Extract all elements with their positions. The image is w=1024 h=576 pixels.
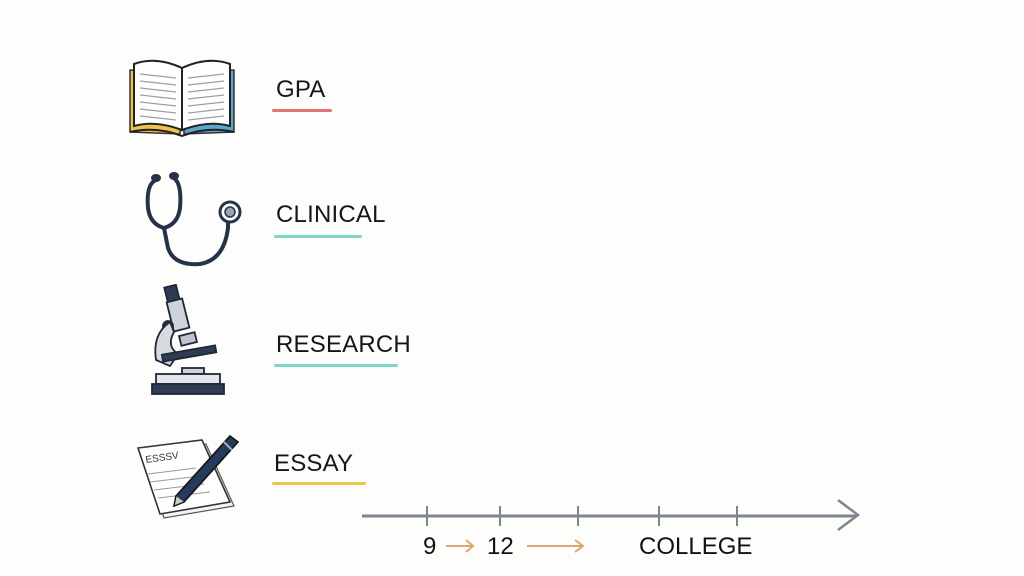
timeline-label-end: COLLEGE bbox=[639, 533, 753, 560]
essay-pen-icon: ESSSV bbox=[134, 430, 242, 520]
research-underline bbox=[274, 364, 398, 367]
stethoscope-icon bbox=[140, 168, 244, 270]
open-book-icon bbox=[124, 54, 240, 138]
microscope-icon bbox=[148, 283, 226, 398]
arrow-right-icon bbox=[446, 539, 475, 553]
timeline-label-start: 9 bbox=[423, 533, 437, 560]
essay-icon-text: ESSSV bbox=[145, 450, 180, 466]
clinical-underline bbox=[274, 235, 362, 238]
arrow-right-icon bbox=[527, 539, 585, 553]
category-label-clinical: CLINICAL bbox=[276, 201, 386, 228]
gpa-underline bbox=[272, 109, 332, 112]
category-label-gpa: GPA bbox=[276, 76, 326, 103]
category-label-essay: ESSAY bbox=[274, 450, 354, 477]
category-label-research: RESEARCH bbox=[276, 331, 411, 358]
essay-underline bbox=[272, 482, 366, 485]
timeline-label-mid: 12 bbox=[487, 533, 514, 560]
